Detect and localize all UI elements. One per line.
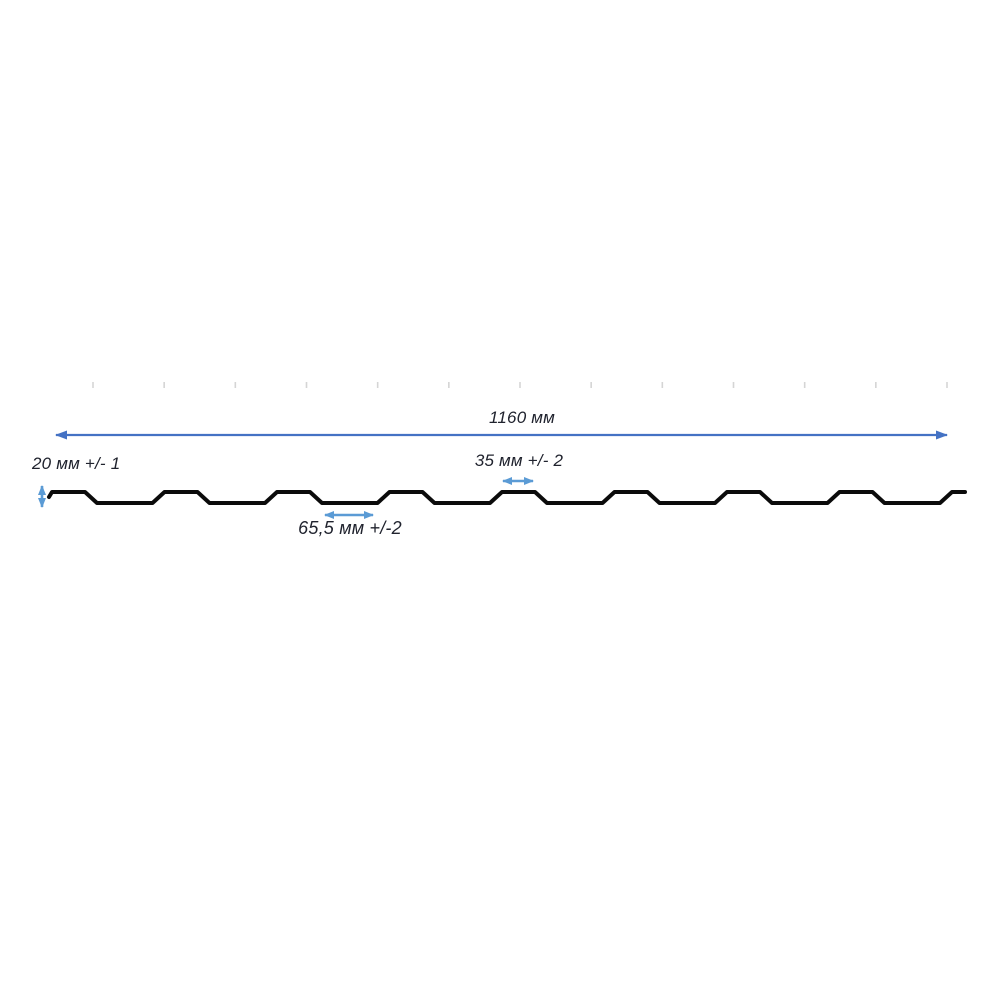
label-total-width: 1160 мм	[489, 408, 555, 427]
label-profile-height: 20 мм +/- 1	[32, 454, 121, 473]
label-rib-pitch: 65,5 мм +/-2	[298, 518, 402, 538]
faint-tick-row	[92, 382, 948, 388]
label-crest-top-width: 35 мм +/- 2	[474, 451, 564, 470]
sheet-profile-path	[47, 490, 967, 505]
